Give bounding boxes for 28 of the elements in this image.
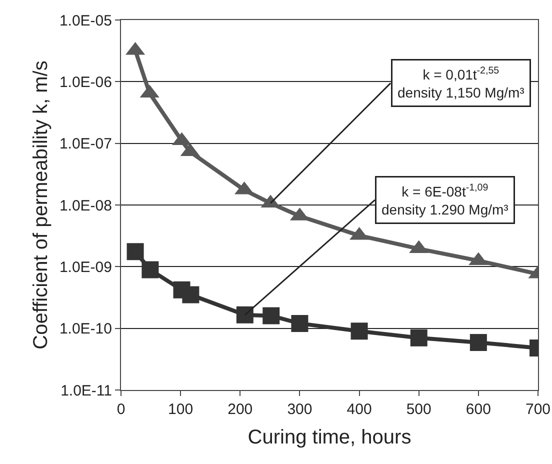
x-tick-label: 0 (116, 401, 126, 418)
y-tick-label: 1.0E-11 (60, 382, 112, 400)
y-tick-label: 1.0E-10 (59, 320, 112, 338)
point (470, 334, 487, 351)
x-tick-label: 700 (525, 401, 551, 418)
x-tick-label: 100 (168, 401, 194, 418)
point (350, 322, 368, 340)
x-tick-label: 400 (346, 401, 372, 418)
point (182, 286, 200, 304)
y-tick-label: 1.0E-08 (59, 197, 112, 214)
point (291, 314, 308, 332)
point (262, 307, 280, 324)
annotation: k = 0,01t$^{-2,55}$ density 1,150 Mg/m³ (398, 66, 525, 101)
y-tick-label: 1.0E-05 (59, 12, 112, 30)
x-tick-label: 300 (287, 401, 312, 418)
point (126, 243, 144, 260)
x-tick-label: 500 (406, 401, 432, 418)
point (410, 329, 428, 346)
x-tick-label: 200 (228, 401, 253, 418)
point (236, 306, 254, 324)
point (142, 261, 159, 278)
annotation: k = 6E-08t$^{-1,09}$ density 1.290 Mg/m³ (382, 182, 509, 218)
y-tick-label: 1.0E-07 (59, 136, 112, 153)
y-axis-title: Coefficient of permeability k, m/s (30, 60, 52, 350)
y-tick-label: 1.0E-06 (59, 74, 112, 91)
x-axis-title: Curing time, hours (248, 426, 412, 448)
x-tick-label: 600 (466, 401, 491, 418)
y-tick-label: 1.0E-09 (59, 258, 112, 276)
